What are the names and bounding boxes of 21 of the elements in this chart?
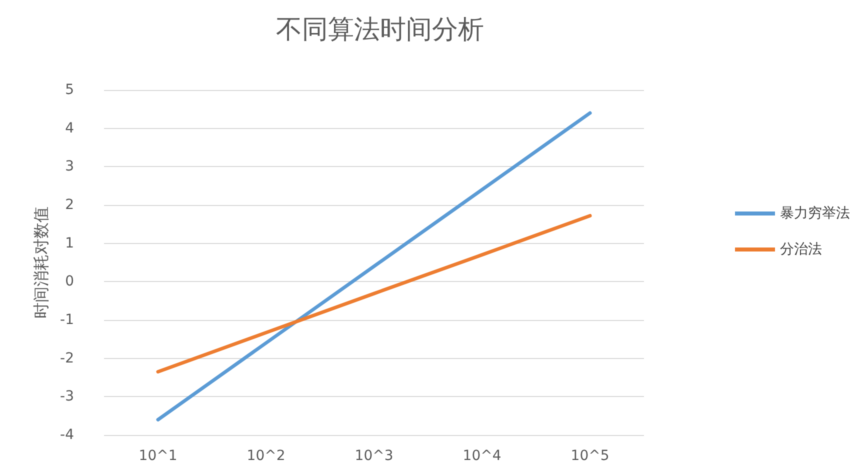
y-tick-label: 5: [65, 82, 74, 98]
x-tick-label: 10^2: [246, 448, 286, 463]
x-tick-label: 10^5: [570, 448, 610, 463]
y-tick-label: 1: [65, 235, 74, 252]
y-axis-title: 时间消耗对数值: [32, 206, 50, 318]
line-series: [156, 111, 592, 422]
legend-label: 暴力穷举法: [780, 206, 850, 222]
y-tick-label: 4: [65, 120, 74, 136]
y-tick-label: -4: [60, 427, 74, 443]
y-tick-label: -1: [60, 312, 74, 328]
x-tick-label: 10^4: [462, 448, 502, 463]
y-tick-label: 3: [65, 158, 74, 175]
y-tick-label: 2: [65, 197, 74, 213]
line-series: [156, 214, 592, 374]
x-tick-label: 10^1: [138, 448, 178, 463]
y-tick-label: -3: [60, 388, 74, 405]
chart-title: 不同算法时间分析: [276, 15, 484, 45]
x-tick-label: 10^3: [354, 448, 394, 463]
y-tick-label: -2: [60, 350, 74, 366]
y-tick-label: 0: [65, 274, 74, 290]
legend-label: 分治法: [780, 242, 822, 258]
